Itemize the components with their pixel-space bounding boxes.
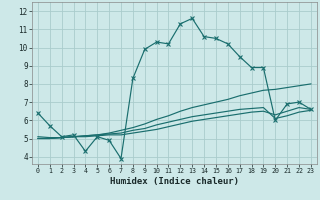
X-axis label: Humidex (Indice chaleur): Humidex (Indice chaleur)	[110, 177, 239, 186]
